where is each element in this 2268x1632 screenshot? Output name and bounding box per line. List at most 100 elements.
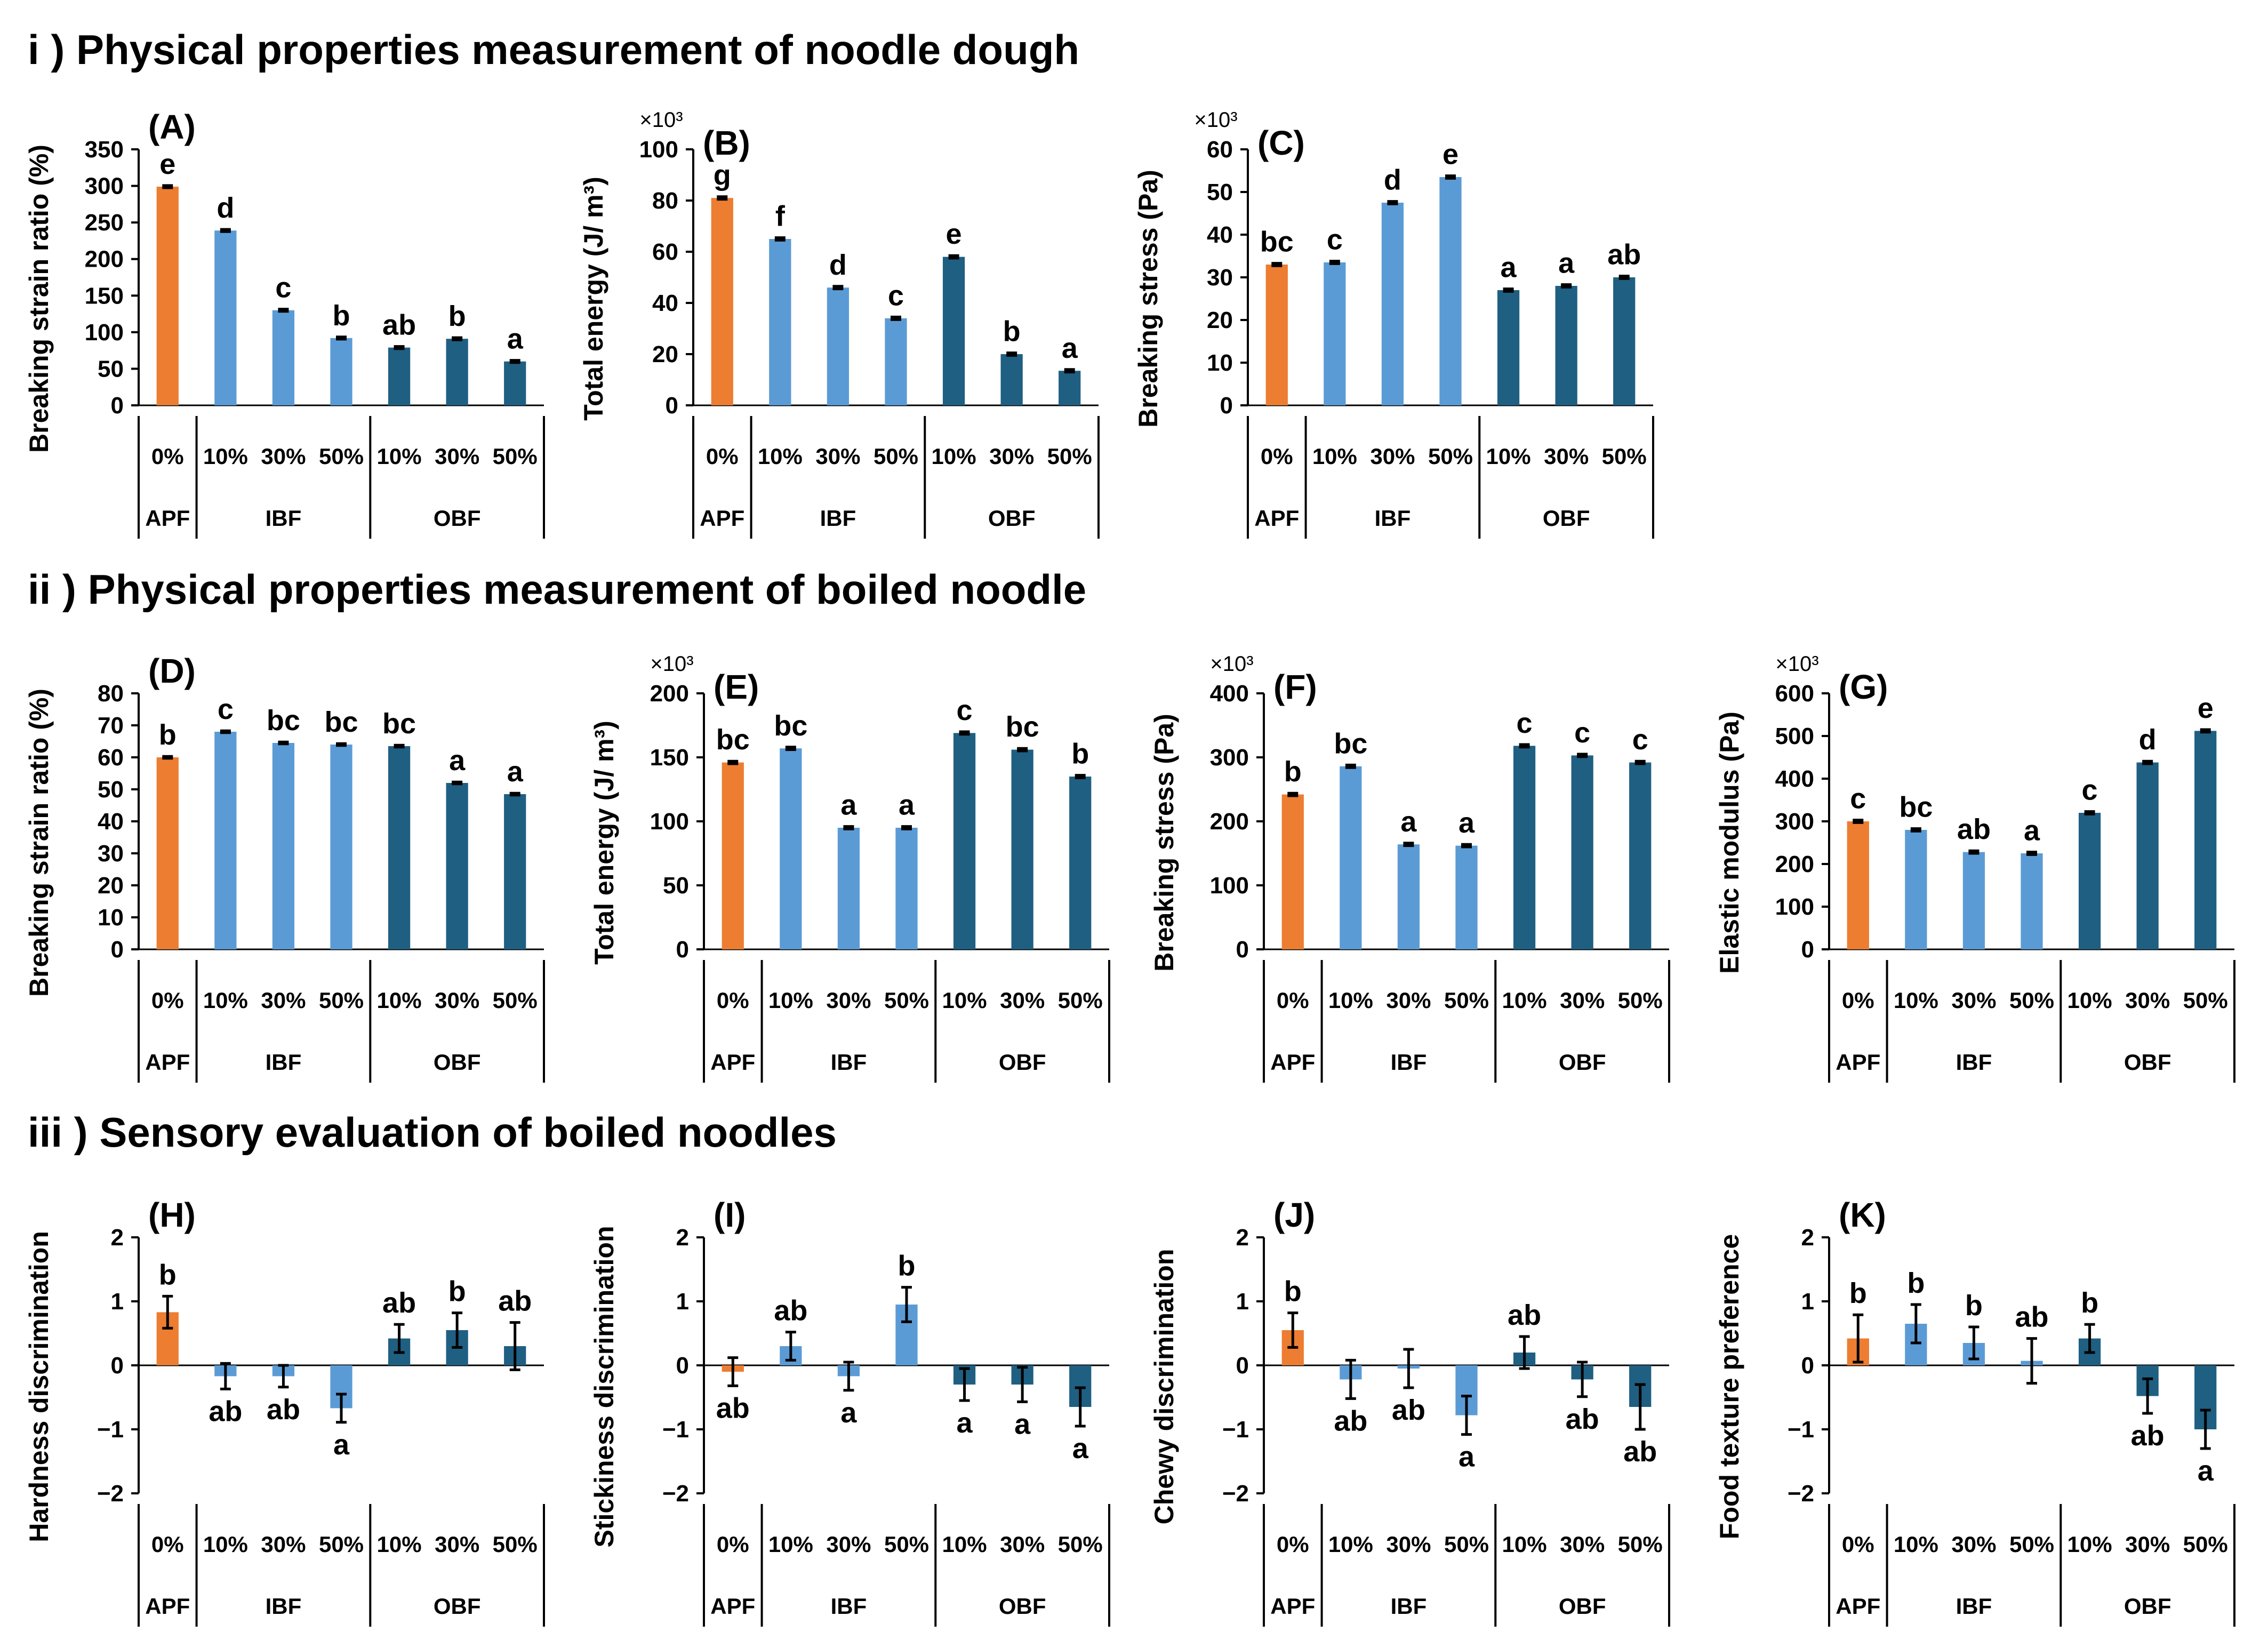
bar-B-1 xyxy=(769,239,791,405)
x-sub-label: 50% xyxy=(1618,988,1663,1013)
y-tick-label: 80 xyxy=(98,681,124,707)
significance-letter: a xyxy=(899,789,915,821)
y-tick-label: −1 xyxy=(1788,1417,1814,1443)
significance-letter: b xyxy=(898,1250,916,1282)
x-group-label: APF xyxy=(710,1594,755,1619)
significance-letter: b xyxy=(1907,1267,1925,1299)
x-sub-label: 30% xyxy=(1000,1532,1045,1557)
significance-letter: b xyxy=(159,1259,177,1291)
x-sub-label: 0% xyxy=(1277,988,1309,1013)
significance-letter: c xyxy=(1850,783,1866,815)
x-sub-label: 0% xyxy=(151,444,184,469)
x-sub-label: 50% xyxy=(1618,1532,1663,1557)
y-axis-title: Chewy discrimination xyxy=(1149,1249,1179,1525)
bar-C-5 xyxy=(1555,286,1577,405)
y-tick-label: 0 xyxy=(111,393,124,419)
significance-letter: d xyxy=(1384,164,1401,196)
x-sub-label: 30% xyxy=(1560,1532,1605,1557)
y-tick-label: 100 xyxy=(639,137,678,163)
y-axis-title: Breaking stress (Pa) xyxy=(1133,170,1163,428)
x-sub-label: 0% xyxy=(1261,444,1293,469)
bar-B-5 xyxy=(1000,354,1023,405)
y-axis-title: Elastic modulus (Pa) xyxy=(1714,711,1744,974)
y-tick-label: 40 xyxy=(98,809,124,835)
x-sub-label: 30% xyxy=(989,444,1034,469)
section-title-dough: i ) Physical properties measurement of n… xyxy=(28,26,1080,73)
y-tick-label: 50 xyxy=(1207,179,1233,205)
y-axis-title: Breaking strain ratio (%) xyxy=(24,145,54,453)
y-multiplier: ×10³ xyxy=(1210,652,1253,676)
significance-letter: a xyxy=(1400,806,1417,838)
y-tick-label: 0 xyxy=(1236,937,1249,963)
y-tick-label: 400 xyxy=(1210,681,1249,707)
y-tick-label: 70 xyxy=(98,713,124,739)
y-tick-label: 50 xyxy=(663,873,689,899)
bar-G-4 xyxy=(2078,813,2101,949)
bar-E-2 xyxy=(837,828,860,949)
chart-A-svg: 0 50 100 150 200 250 300 350 Breaking strain rat… xyxy=(24,108,545,539)
bar-F-4 xyxy=(1513,746,1536,949)
x-group-label: IBF xyxy=(266,1594,302,1619)
bar-A-1 xyxy=(214,230,237,405)
x-sub-label: 10% xyxy=(203,988,248,1013)
significance-letter: b xyxy=(1003,316,1021,348)
y-tick-label: 150 xyxy=(650,745,689,771)
y-tick-label: 100 xyxy=(1210,873,1249,899)
significance-letter: a xyxy=(840,1397,857,1429)
y-tick-label: −2 xyxy=(97,1481,124,1507)
x-group-label: APF xyxy=(1254,506,1299,531)
x-sub-label: 50% xyxy=(1058,988,1103,1013)
y-tick-label: 1 xyxy=(111,1289,124,1315)
bar-C-4 xyxy=(1497,290,1520,405)
y-tick-label: 0 xyxy=(1236,1353,1249,1379)
x-group-label: OBF xyxy=(1559,1050,1606,1075)
y-tick-label: −2 xyxy=(662,1481,689,1507)
x-sub-label: 50% xyxy=(1428,444,1473,469)
significance-letter: b xyxy=(1849,1277,1867,1309)
bar-C-0 xyxy=(1265,265,1288,405)
y-tick-label: 0 xyxy=(1801,1353,1814,1379)
y-tick-label: 1 xyxy=(1801,1289,1814,1315)
significance-letter: ab xyxy=(209,1395,242,1427)
x-sub-label: 30% xyxy=(2125,1532,2170,1557)
chart-panel-F: 0 100 200 300 400 ×10³ Breaking stress (Pa) (F)… xyxy=(1125,629,1680,1088)
chart-panel-H: −2 −1 0 1 2 Hardness discrimination (H) b ab ab a a… xyxy=(0,1173,555,1632)
significance-letter: b xyxy=(1071,738,1089,770)
x-sub-label: 10% xyxy=(377,444,422,469)
y-tick-label: 40 xyxy=(652,290,678,316)
bar-A-4 xyxy=(388,347,411,405)
x-sub-label: 10% xyxy=(2067,1532,2112,1557)
bar-B-2 xyxy=(827,287,850,405)
x-sub-label: 0% xyxy=(717,988,749,1013)
significance-letter: bc xyxy=(324,706,358,738)
x-group-label: IBF xyxy=(1391,1594,1427,1619)
x-group-label: APF xyxy=(710,1050,755,1075)
chart-panel-J: −2 −1 0 1 2 Chewy discrimination (J) b ab ab a ab ab… xyxy=(1125,1173,1680,1632)
x-sub-label: 10% xyxy=(1894,988,1938,1013)
significance-letter: ab xyxy=(382,309,416,341)
significance-letter: ab xyxy=(716,1392,750,1424)
y-tick-label: 30 xyxy=(1207,265,1233,291)
x-sub-label: 50% xyxy=(493,444,538,469)
x-sub-label: 50% xyxy=(493,988,538,1013)
x-group-label: APF xyxy=(1270,1594,1315,1619)
bar-D-5 xyxy=(446,783,468,949)
x-sub-label: 50% xyxy=(493,1532,538,1557)
x-group-label: OBF xyxy=(434,1594,481,1619)
x-sub-label: 10% xyxy=(942,988,987,1013)
significance-letter: ab xyxy=(498,1285,532,1317)
significance-letter: g xyxy=(714,159,731,191)
x-sub-label: 10% xyxy=(758,444,803,469)
x-sub-label: 30% xyxy=(2125,988,2170,1013)
y-tick-label: 200 xyxy=(650,681,689,707)
x-group-label: APF xyxy=(700,506,744,531)
significance-letter: c xyxy=(218,693,234,725)
y-tick-label: 50 xyxy=(98,356,124,382)
y-tick-label: 150 xyxy=(85,283,124,309)
significance-letter: c xyxy=(1632,724,1648,756)
y-tick-label: 60 xyxy=(1207,137,1233,163)
y-tick-label: −2 xyxy=(1788,1481,1814,1507)
bar-E-0 xyxy=(722,762,744,949)
y-tick-label: 2 xyxy=(111,1225,124,1251)
significance-letter: b xyxy=(2081,1287,2098,1319)
